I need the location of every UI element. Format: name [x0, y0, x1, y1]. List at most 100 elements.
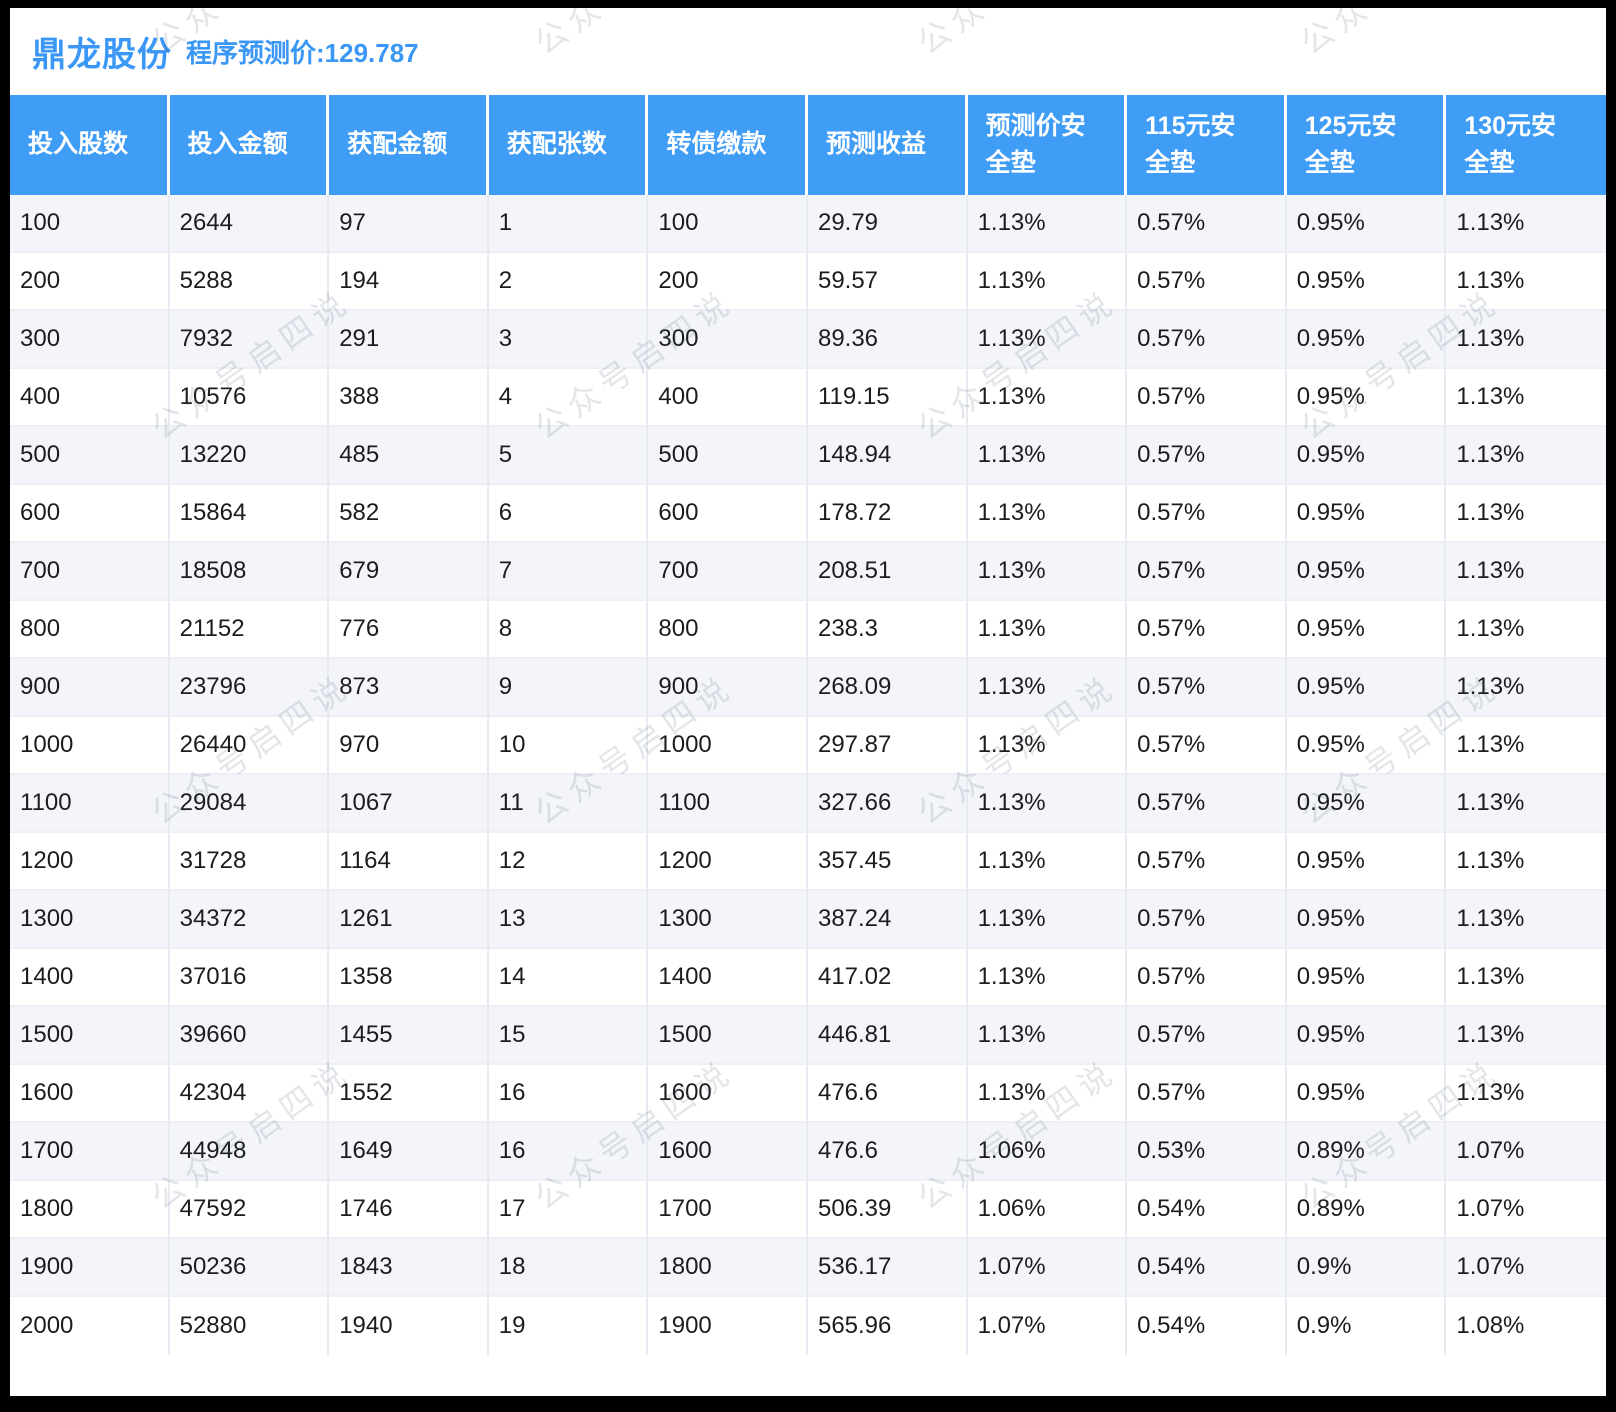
table-row: 600 15864 582 6 600 178.72 1.13% 0.57% 0.95% 1.13…	[10, 485, 1606, 543]
table-row: 1300 34372 1261 13 1300 387.24 1.13% 0.57% 0.95%…	[10, 891, 1606, 949]
table-cell: 0.57%	[1127, 833, 1287, 891]
table-cell: 297.87	[807, 717, 968, 775]
table-cell: 1900	[648, 1297, 808, 1355]
table-cell: 1.13%	[1446, 833, 1606, 891]
table-cell: 0.95%	[1286, 717, 1447, 775]
table-cell: 13	[488, 891, 649, 949]
table-row: 2000 52880 1940 19 1900 565.96 1.07% 0.54% 0.9% 1…	[10, 1297, 1606, 1355]
table-cell: 0.57%	[1127, 311, 1287, 369]
table-cell: 500	[10, 427, 170, 485]
table-cell: 1700	[648, 1181, 808, 1239]
table-cell: 0.57%	[1127, 717, 1287, 775]
table-cell: 0.95%	[1286, 311, 1447, 369]
table-cell: 1600	[648, 1123, 808, 1181]
table-cell: 1	[488, 195, 649, 253]
table-cell: 327.66	[807, 775, 968, 833]
table-cell: 194	[329, 253, 489, 311]
table-cell: 0.57%	[1127, 601, 1287, 659]
table-cell: 8	[488, 601, 649, 659]
table-row: 900 23796 873 9 900 268.09 1.13% 0.57% 0.95% 1.13…	[10, 659, 1606, 717]
table-cell: 0.95%	[1286, 195, 1447, 253]
table-cell: 10	[488, 717, 649, 775]
table-cell: 582	[329, 485, 489, 543]
table-cell: 7	[488, 543, 649, 601]
table-cell: 1.07%	[1446, 1239, 1606, 1297]
table-cell: 873	[329, 659, 489, 717]
table-row: 1400 37016 1358 14 1400 417.02 1.13% 0.57% 0.95%…	[10, 949, 1606, 1007]
table-cell: 1.13%	[967, 949, 1128, 1007]
table-cell: 0.53%	[1127, 1123, 1287, 1181]
table-cell: 1.13%	[1446, 369, 1606, 427]
page: 鼎龙股份 程序预测价:129.787 投入股数 投入金额 获配金额 获配张数 转债缴款预…	[10, 8, 1606, 1396]
table-cell: 0.95%	[1286, 369, 1447, 427]
table-cell: 446.81	[807, 1007, 968, 1065]
column-header-8: 125元安 全垫	[1286, 95, 1447, 195]
table-cell: 0.57%	[1127, 195, 1287, 253]
table-cell: 1100	[648, 775, 808, 833]
table-cell: 1.13%	[1446, 253, 1606, 311]
table-cell: 59.57	[807, 253, 968, 311]
table-cell: 1.13%	[1446, 195, 1606, 253]
table-cell: 1300	[10, 891, 170, 949]
column-header-1: 投入金额	[169, 95, 330, 195]
table-cell: 0.89%	[1286, 1181, 1447, 1239]
table-cell: 1.06%	[967, 1181, 1128, 1239]
table-cell: 1.13%	[967, 1007, 1128, 1065]
table-cell: 39660	[169, 1007, 330, 1065]
table-cell: 15864	[169, 485, 330, 543]
table-cell: 100	[648, 195, 808, 253]
table-cell: 1400	[10, 949, 170, 1007]
allocation-table: 投入股数 投入金额 获配金额 获配张数 转债缴款 预测收益 预测价安 全垫 115元安 全垫 1…	[10, 95, 1606, 1355]
table-cell: 6	[488, 485, 649, 543]
table-cell: 2	[488, 253, 649, 311]
table-cell: 1.07%	[1446, 1181, 1606, 1239]
column-header-0: 投入股数	[10, 95, 170, 195]
table-cell: 387.24	[807, 891, 968, 949]
table-cell: 19	[488, 1297, 649, 1355]
table-cell: 4	[488, 369, 649, 427]
table-cell: 1.13%	[967, 543, 1128, 601]
table-cell: 600	[10, 485, 170, 543]
table-row: 500 13220 485 5 500 148.94 1.13% 0.57% 0.95% 1.13…	[10, 427, 1606, 485]
table-cell: 1.06%	[967, 1123, 1128, 1181]
table-row: 1100 29084 1067 11 1100 327.66 1.13% 0.57% 0.95%…	[10, 775, 1606, 833]
table-cell: 1.13%	[967, 1065, 1128, 1123]
table-cell: 1200	[648, 833, 808, 891]
table-cell: 1000	[10, 717, 170, 775]
table-cell: 1.07%	[1446, 1123, 1606, 1181]
table-cell: 1.13%	[967, 369, 1128, 427]
table-cell: 37016	[169, 949, 330, 1007]
table-cell: 1.13%	[967, 311, 1128, 369]
table-cell: 0.54%	[1127, 1239, 1287, 1297]
table-cell: 500	[648, 427, 808, 485]
table-cell: 1164	[329, 833, 489, 891]
table-cell: 0.95%	[1286, 253, 1447, 311]
table-cell: 1.13%	[967, 195, 1128, 253]
table-cell: 1.08%	[1446, 1297, 1606, 1355]
table-cell: 1400	[648, 949, 808, 1007]
table-cell: 800	[648, 601, 808, 659]
table-cell: 800	[10, 601, 170, 659]
table-cell: 44948	[169, 1123, 330, 1181]
column-header-5: 预测收益	[807, 95, 968, 195]
table-cell: 14	[488, 949, 649, 1007]
table-cell: 388	[329, 369, 489, 427]
table-cell: 1600	[10, 1065, 170, 1123]
column-header-4: 转债缴款	[648, 95, 808, 195]
column-header-9: 130元安 全垫	[1446, 95, 1606, 195]
table-cell: 0.57%	[1127, 775, 1287, 833]
table-cell: 970	[329, 717, 489, 775]
table-cell: 1455	[329, 1007, 489, 1065]
table-cell: 506.39	[807, 1181, 968, 1239]
table-cell: 1.13%	[967, 485, 1128, 543]
table-cell: 0.57%	[1127, 485, 1287, 543]
table-cell: 357.45	[807, 833, 968, 891]
table-cell: 0.57%	[1127, 1007, 1287, 1065]
table-cell: 119.15	[807, 369, 968, 427]
table-cell: 1300	[648, 891, 808, 949]
table-cell: 0.95%	[1286, 659, 1447, 717]
table-cell: 238.3	[807, 601, 968, 659]
table-cell: 18	[488, 1239, 649, 1297]
table-cell: 1.13%	[1446, 775, 1606, 833]
table-cell: 565.96	[807, 1297, 968, 1355]
